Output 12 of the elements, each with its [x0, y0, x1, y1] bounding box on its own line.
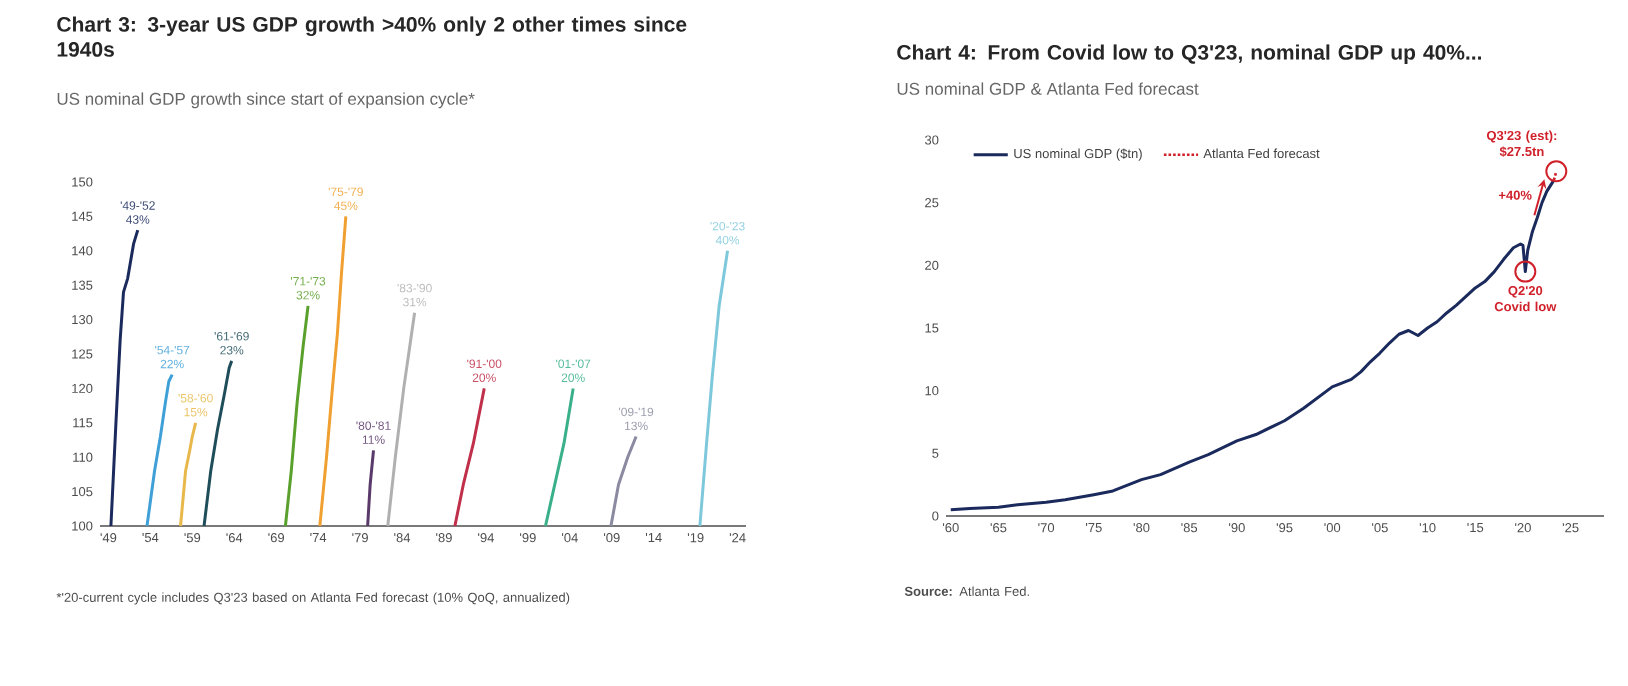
line-series	[283, 304, 310, 528]
line-series	[609, 435, 638, 528]
chart-title: Chart 3: 3-year US GDP growth >40% only 2 other times since 1940s	[57, 16, 687, 57]
line-series	[698, 249, 730, 528]
line-series	[949, 178, 1556, 512]
line-series	[145, 373, 174, 528]
line-series	[179, 421, 198, 528]
chart-title: Chart 4: From Covid low to Q3'23, nominal GDP up 40%...	[897, 44, 1482, 64]
chart-subtitle: US nominal GDP & Atlanta Fed forecast	[897, 82, 1199, 95]
line-series	[109, 228, 140, 528]
line-series	[453, 386, 486, 528]
chart-subtitle: US nominal GDP growth since start of expansion cycle*	[57, 92, 475, 109]
